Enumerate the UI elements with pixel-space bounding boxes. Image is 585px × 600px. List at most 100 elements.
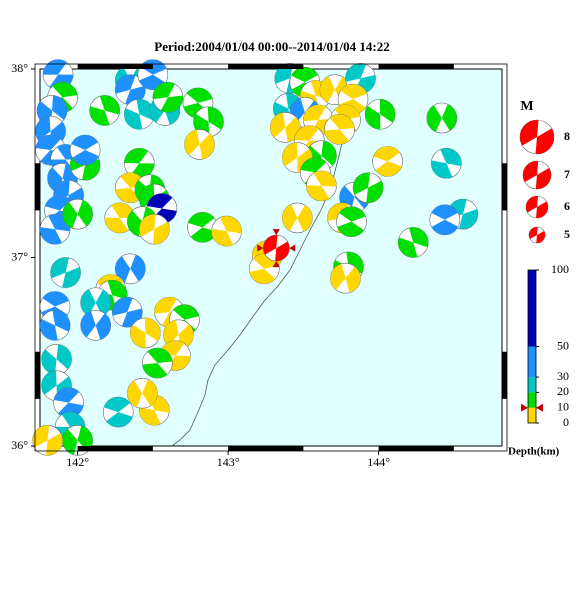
ball-lobe (152, 82, 183, 113)
ball-lobe (62, 200, 93, 229)
event (69, 134, 101, 166)
event (130, 317, 161, 349)
frame-bar (378, 446, 454, 451)
ball-lobe (431, 148, 462, 179)
ball-lobe (525, 195, 549, 219)
ball-lobe (124, 148, 155, 179)
frame-bar (228, 446, 304, 451)
event (397, 227, 429, 258)
event (39, 213, 71, 245)
event (111, 296, 143, 328)
ball-lobe (263, 235, 290, 262)
event (372, 146, 403, 177)
event (80, 287, 111, 319)
magnitude-label: 5 (564, 227, 570, 241)
ball-lobe (147, 193, 177, 224)
event (429, 204, 461, 236)
title: Period:2004/01/04 00:00--2014/01/04 14:2… (154, 39, 389, 54)
ball-lobe (306, 170, 337, 201)
event (142, 347, 173, 379)
event (336, 206, 367, 237)
events (32, 59, 479, 456)
main-event-marker (272, 229, 280, 236)
event (32, 425, 63, 456)
main-event (262, 234, 290, 262)
event (426, 102, 458, 134)
event (139, 213, 170, 245)
ball-lobe (115, 172, 146, 203)
ball-lobe (43, 59, 74, 90)
ball-lobe (130, 317, 161, 348)
ball-lobe (398, 227, 429, 258)
ball-lobe (104, 202, 135, 233)
event (127, 377, 158, 409)
ball-lobe (80, 289, 111, 317)
ball-lobe (115, 74, 146, 105)
ball-lobe (523, 161, 551, 190)
event (248, 253, 280, 285)
frame-bar (35, 351, 40, 399)
depth-tick-label: 10 (557, 399, 569, 413)
frame-bar (502, 351, 507, 399)
event (80, 310, 111, 341)
main-event-depth-marker (521, 403, 543, 412)
event (269, 112, 301, 143)
event (431, 147, 462, 179)
event (102, 396, 134, 428)
frame-bar (228, 64, 304, 69)
ball-lobe (282, 204, 313, 232)
frame-bar (77, 446, 153, 451)
ball-lobe (529, 227, 545, 243)
y-tick-label: 36° (11, 438, 28, 452)
ball-lobe (139, 395, 170, 426)
event (306, 170, 337, 202)
depth-tick-label: 50 (557, 338, 569, 352)
ball-lobe (353, 172, 384, 203)
depth-tick-label: 0 (563, 415, 569, 429)
event (89, 95, 121, 126)
depth-tick-label: 30 (557, 369, 569, 383)
event (211, 215, 242, 247)
ball-lobe (337, 206, 366, 237)
ball-lobe (50, 257, 81, 288)
depth-band (528, 407, 536, 423)
ball-lobe (188, 212, 217, 243)
ball-lobe (127, 379, 158, 408)
main-event-marker (257, 244, 264, 252)
y-tick-label: 37° (11, 249, 28, 263)
event (324, 114, 355, 145)
ball-lobe (249, 253, 279, 284)
event (39, 310, 71, 341)
coastline (171, 68, 356, 447)
magnitude-title: M (520, 99, 533, 114)
depth-band (528, 377, 536, 393)
ball-lobe (124, 99, 155, 130)
ball-lobe (112, 297, 143, 328)
event (364, 98, 396, 130)
event (114, 74, 146, 106)
event (352, 172, 384, 204)
event (41, 343, 72, 375)
ball-lobe (115, 254, 146, 283)
ball-lobe (41, 344, 72, 375)
depth-tick-label: 20 (557, 384, 569, 398)
ball-lobe (184, 129, 215, 160)
frame-bar (35, 163, 40, 211)
depth-tick-label: 100 (551, 262, 569, 276)
magnitude-label: 7 (564, 167, 570, 181)
ball-lobe (40, 214, 71, 245)
depth-label: Depth(km) (508, 446, 560, 458)
ball-lobe (53, 387, 84, 418)
event (62, 198, 93, 230)
ball-lobe (520, 120, 554, 154)
ball-lobe (89, 95, 120, 126)
depth-band (528, 270, 536, 347)
event (114, 253, 146, 285)
ball-lobe (40, 310, 71, 341)
depth-band (528, 346, 536, 378)
ball-lobe (330, 263, 361, 293)
ball-lobe (32, 425, 63, 456)
ball-lobe (160, 340, 191, 371)
magnitude-symbol (519, 119, 555, 155)
